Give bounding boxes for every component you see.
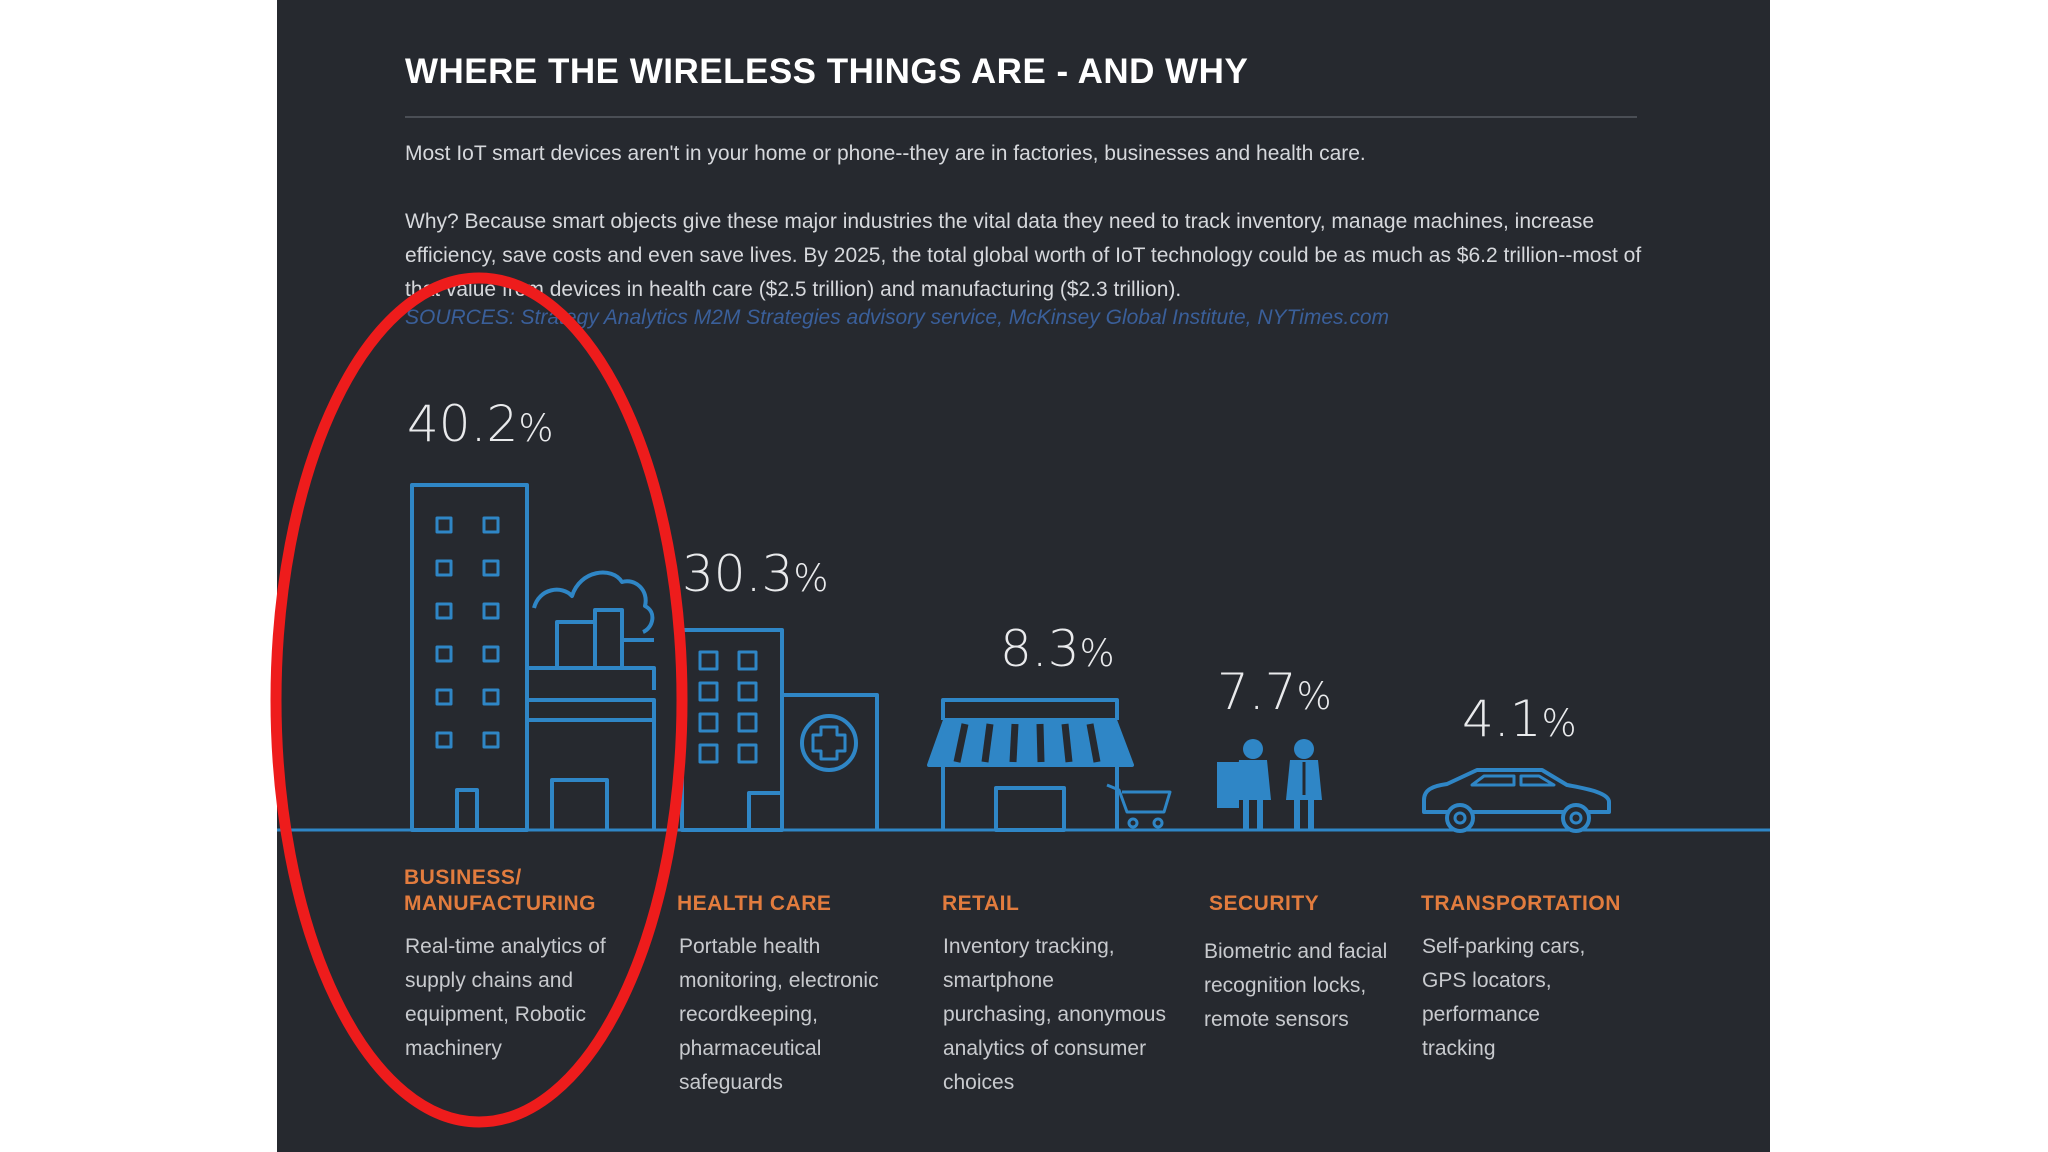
percent-business-manufacturing: 40.2%: [407, 395, 554, 453]
percent-value: 4.1: [1462, 690, 1542, 748]
infographic-title: WHERE THE WIRELESS THINGS ARE - AND WHY: [405, 52, 1249, 91]
percent-sign: %: [518, 407, 554, 450]
percent-value: 40.2: [407, 395, 519, 453]
industry-illustrations: [277, 483, 1770, 833]
category-name-security: SECURITY: [1209, 892, 1320, 915]
category-name-line: BUSINESS/: [404, 866, 522, 889]
highlight-ellipse-shape: [270, 272, 688, 1128]
percent-sign: %: [1541, 702, 1577, 745]
infographic-panel: WHERE THE WIRELESS THINGS ARE - AND WHY …: [277, 0, 1770, 1152]
category-name-business-manufacturing: BUSINESS/ MANUFACTURING: [404, 865, 596, 917]
percent-retail: 8.3%: [1000, 620, 1115, 678]
factory-building-icon: [410, 483, 656, 832]
category-description-health-care: Portable health monitoring, electronic r…: [679, 935, 879, 1094]
sources-link[interactable]: SOURCES: Strategy Analytics M2M Strategi…: [405, 306, 1390, 329]
percent-value: 7.7: [1217, 663, 1297, 721]
storefront-cart-icon: [927, 698, 1172, 832]
guards-icon: [1217, 739, 1322, 830]
category-name-retail: RETAIL: [942, 892, 1020, 915]
category-name-health-care: HEALTH CARE: [677, 892, 832, 915]
car-icon: [1422, 768, 1611, 833]
category-name-transportation: TRANSPORTATION: [1421, 892, 1621, 915]
percent-health-care: 30.3%: [682, 545, 829, 603]
category-description-transportation: Self-parking cars, GPS locators, perform…: [1422, 935, 1586, 1060]
intro-text: Most IoT smart devices aren't in your ho…: [405, 142, 1366, 165]
category-name-line: MANUFACTURING: [404, 892, 596, 915]
category-description-business-manufacturing: Real-time analytics of supply chains and…: [405, 935, 606, 1060]
percent-sign: %: [793, 557, 829, 600]
percent-sign: %: [1079, 632, 1115, 675]
percent-value: 8.3: [1000, 620, 1080, 678]
percent-value: 30.3: [682, 545, 794, 603]
title-divider: [405, 116, 1637, 118]
category-description-security: Biometric and facial recognition locks, …: [1204, 940, 1388, 1031]
category-description-retail: Inventory tracking, smartphone purchasin…: [943, 935, 1166, 1094]
percent-transportation: 4.1%: [1462, 690, 1577, 748]
percent-sign: %: [1296, 675, 1332, 718]
percent-security: 7.7%: [1217, 663, 1332, 721]
body-text: Why? Because smart objects give these ma…: [405, 210, 1642, 301]
